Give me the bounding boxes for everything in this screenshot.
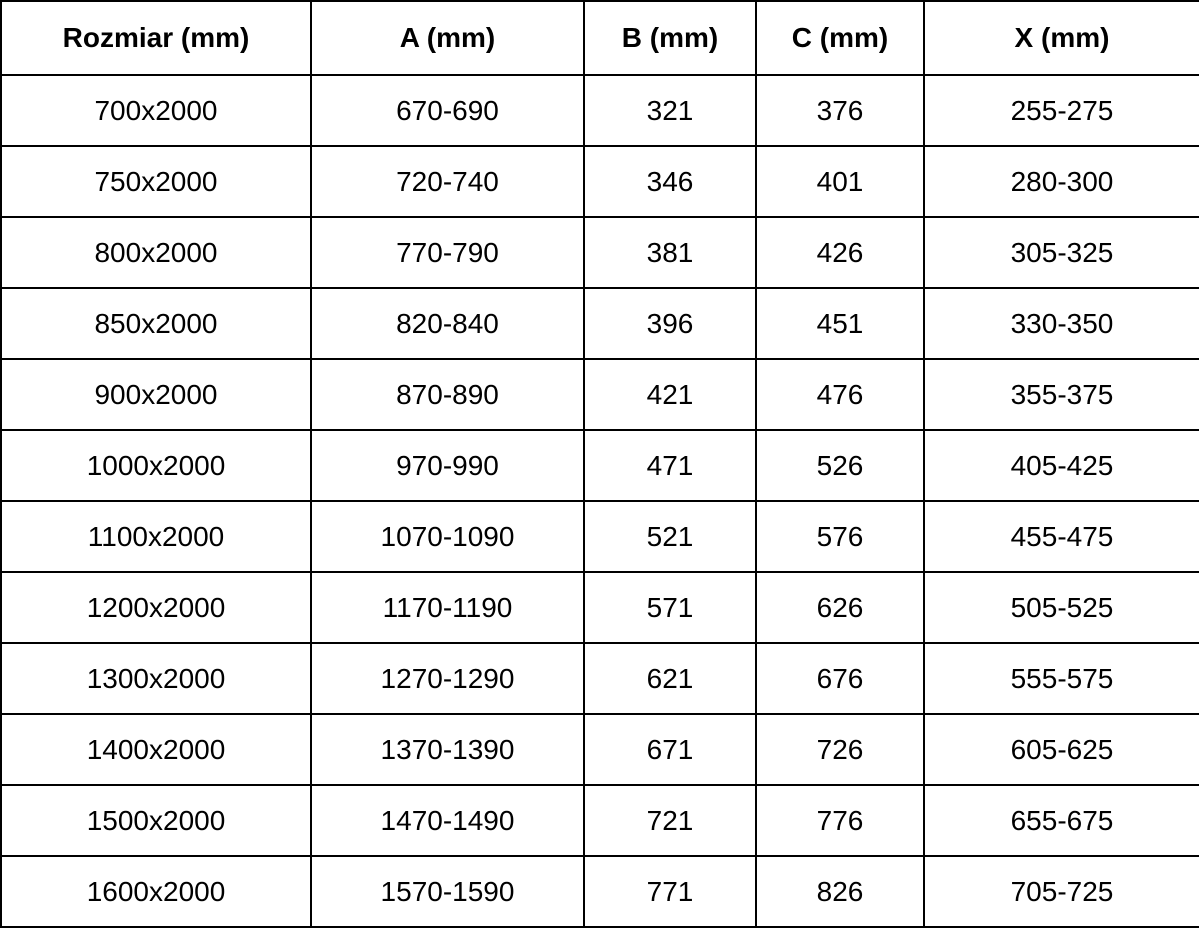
cell-b: 346 [583, 145, 757, 218]
table-row: 1400x2000 1370-1390 671 726 605-625 [0, 713, 1199, 786]
table-row: 850x2000 820-840 396 451 330-350 [0, 287, 1199, 360]
cell-a: 820-840 [310, 287, 585, 360]
cell-rozmiar: 900x2000 [0, 358, 312, 431]
cell-c: 676 [755, 642, 925, 715]
table-row: 1300x2000 1270-1290 621 676 555-575 [0, 642, 1199, 715]
cell-c: 576 [755, 500, 925, 573]
cell-x: 505-525 [923, 571, 1199, 644]
cell-c: 826 [755, 855, 925, 928]
cell-a: 1270-1290 [310, 642, 585, 715]
cell-rozmiar: 800x2000 [0, 216, 312, 289]
cell-a: 770-790 [310, 216, 585, 289]
cell-rozmiar: 1600x2000 [0, 855, 312, 928]
cell-c: 376 [755, 74, 925, 147]
cell-x: 255-275 [923, 74, 1199, 147]
cell-b: 421 [583, 358, 757, 431]
cell-rozmiar: 1500x2000 [0, 784, 312, 857]
column-header-a: A (mm) [310, 0, 585, 76]
cell-b: 521 [583, 500, 757, 573]
cell-x: 355-375 [923, 358, 1199, 431]
cell-x: 305-325 [923, 216, 1199, 289]
cell-a: 720-740 [310, 145, 585, 218]
cell-a: 1570-1590 [310, 855, 585, 928]
cell-a: 970-990 [310, 429, 585, 502]
cell-rozmiar: 1100x2000 [0, 500, 312, 573]
cell-x: 405-425 [923, 429, 1199, 502]
cell-rozmiar: 700x2000 [0, 74, 312, 147]
column-header-b: B (mm) [583, 0, 757, 76]
cell-rozmiar: 1300x2000 [0, 642, 312, 715]
cell-rozmiar: 850x2000 [0, 287, 312, 360]
cell-x: 705-725 [923, 855, 1199, 928]
table-header-row: Rozmiar (mm) A (mm) B (mm) C (mm) X (mm) [0, 0, 1199, 76]
cell-b: 621 [583, 642, 757, 715]
table-row: 900x2000 870-890 421 476 355-375 [0, 358, 1199, 431]
cell-x: 280-300 [923, 145, 1199, 218]
cell-a: 870-890 [310, 358, 585, 431]
table-row: 1000x2000 970-990 471 526 405-425 [0, 429, 1199, 502]
column-header-rozmiar: Rozmiar (mm) [0, 0, 312, 76]
cell-a: 1170-1190 [310, 571, 585, 644]
cell-b: 771 [583, 855, 757, 928]
cell-b: 321 [583, 74, 757, 147]
cell-a: 1470-1490 [310, 784, 585, 857]
cell-c: 776 [755, 784, 925, 857]
table-row: 750x2000 720-740 346 401 280-300 [0, 145, 1199, 218]
table-row: 1100x2000 1070-1090 521 576 455-475 [0, 500, 1199, 573]
cell-b: 381 [583, 216, 757, 289]
cell-c: 726 [755, 713, 925, 786]
table-row: 1500x2000 1470-1490 721 776 655-675 [0, 784, 1199, 857]
cell-c: 626 [755, 571, 925, 644]
cell-a: 1070-1090 [310, 500, 585, 573]
column-header-x: X (mm) [923, 0, 1199, 76]
cell-c: 526 [755, 429, 925, 502]
cell-rozmiar: 750x2000 [0, 145, 312, 218]
cell-x: 605-625 [923, 713, 1199, 786]
cell-b: 571 [583, 571, 757, 644]
cell-rozmiar: 1000x2000 [0, 429, 312, 502]
cell-x: 330-350 [923, 287, 1199, 360]
cell-c: 401 [755, 145, 925, 218]
table-row: 700x2000 670-690 321 376 255-275 [0, 74, 1199, 147]
table-row: 800x2000 770-790 381 426 305-325 [0, 216, 1199, 289]
table-row: 1600x2000 1570-1590 771 826 705-725 [0, 855, 1199, 928]
cell-x: 555-575 [923, 642, 1199, 715]
cell-b: 671 [583, 713, 757, 786]
cell-rozmiar: 1200x2000 [0, 571, 312, 644]
cell-x: 655-675 [923, 784, 1199, 857]
cell-b: 721 [583, 784, 757, 857]
cell-b: 471 [583, 429, 757, 502]
cell-a: 670-690 [310, 74, 585, 147]
cell-c: 426 [755, 216, 925, 289]
cell-x: 455-475 [923, 500, 1199, 573]
cell-b: 396 [583, 287, 757, 360]
cell-c: 451 [755, 287, 925, 360]
table-row: 1200x2000 1170-1190 571 626 505-525 [0, 571, 1199, 644]
cell-a: 1370-1390 [310, 713, 585, 786]
column-header-c: C (mm) [755, 0, 925, 76]
cell-rozmiar: 1400x2000 [0, 713, 312, 786]
cell-c: 476 [755, 358, 925, 431]
